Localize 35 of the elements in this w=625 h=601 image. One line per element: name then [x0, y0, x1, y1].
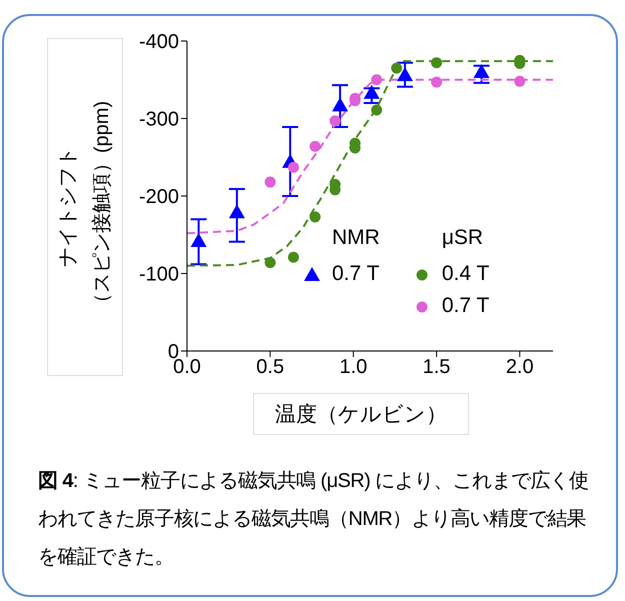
x-tick-label: 1.5: [422, 356, 450, 378]
point: [310, 211, 321, 222]
point: [371, 74, 382, 86]
point: [514, 76, 526, 87]
annotation: NMR: [331, 226, 380, 251]
point: [264, 176, 276, 188]
x-axis-title: 温度（ケルビン）: [253, 393, 469, 435]
legend-label: 0.7 T: [442, 294, 490, 318]
point: [431, 57, 442, 68]
legend-label: 0.7 T: [332, 262, 380, 286]
point: [396, 67, 413, 82]
point: [332, 97, 348, 112]
point: [310, 140, 321, 152]
point: [190, 232, 207, 247]
annotation: μSR: [440, 226, 484, 251]
point: [288, 162, 299, 173]
y-tick-label: -200: [138, 186, 179, 208]
y-tick-label: -300: [138, 108, 179, 131]
point: [473, 64, 490, 78]
x-tick-label: 2.0: [506, 356, 534, 378]
caption: 図 4: ミュー粒子による磁気共鳴 (μSR) により、これまで広く使われてきた原子核による磁気共鳴（NMR）より高い精度で結果を確証できた。: [38, 469, 590, 570]
point: [371, 104, 382, 116]
y-tick-label: -100: [138, 264, 179, 286]
y-tick-label: -400: [138, 31, 179, 54]
point: [431, 76, 442, 88]
x-tick-label: 1.0: [339, 356, 368, 378]
x-tick-label: 0.5: [256, 356, 284, 378]
point: [288, 252, 299, 263]
point: [330, 115, 341, 126]
y-axis-title: ナイトシフト（スピン接触項）(ppm): [56, 100, 114, 314]
point: [264, 257, 276, 268]
legend-label: 0.4 T: [442, 262, 490, 286]
point: [364, 84, 380, 99]
point: [228, 204, 245, 218]
point: [391, 62, 402, 74]
